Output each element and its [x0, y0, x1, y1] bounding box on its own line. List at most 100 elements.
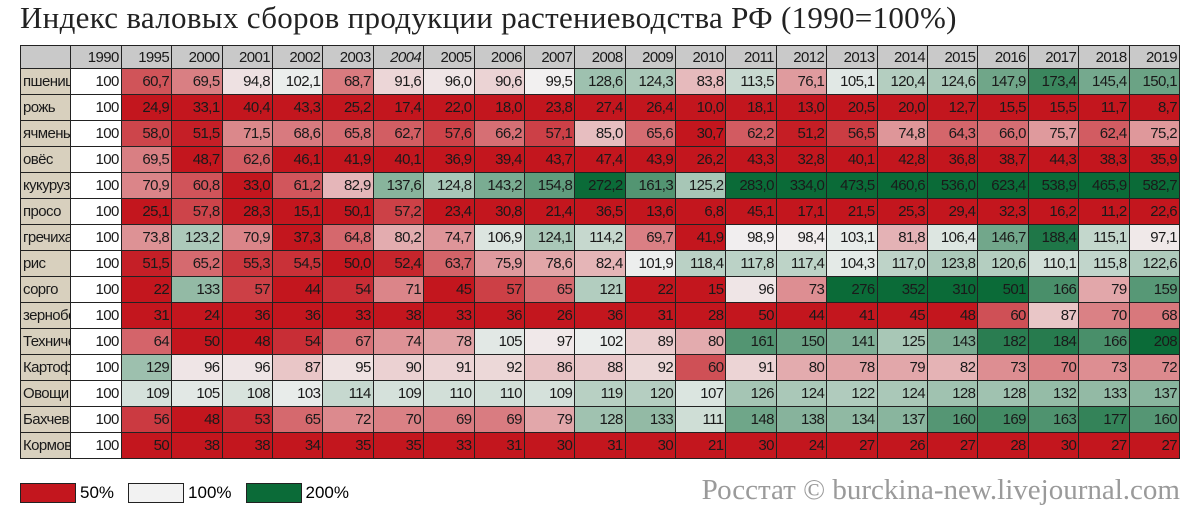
- value-cell: 62,7: [372, 120, 425, 147]
- value-cell: 65,8: [322, 120, 374, 147]
- value-cell: 89: [624, 328, 677, 355]
- value-cell: 105: [171, 380, 223, 407]
- value-cell: 100: [70, 94, 122, 121]
- row-label: просо: [19, 198, 72, 225]
- value-cell: 123,2: [171, 224, 223, 251]
- corner-cell: [19, 45, 72, 69]
- value-cell: 102,1: [271, 68, 324, 95]
- value-cell: 111: [675, 406, 727, 433]
- value-cell: 92: [624, 354, 677, 381]
- legend: 50% 100% 200%: [20, 483, 363, 503]
- value-cell: 100: [70, 172, 122, 199]
- value-cell: 36,9: [423, 146, 475, 173]
- value-cell: 15: [675, 276, 727, 303]
- value-cell: 161,3: [624, 172, 677, 199]
- value-cell: 106,9: [473, 224, 525, 251]
- year-header: 2009: [624, 45, 677, 69]
- year-header: 2005: [423, 45, 475, 69]
- value-cell: 11,7: [1078, 94, 1130, 121]
- value-cell: 30: [725, 432, 777, 459]
- row: рожь 100 24,9 33,1 40,4 43,3 25,2 17,4 22,0 18,0 2…: [19, 94, 1181, 121]
- value-cell: 188,4: [1027, 224, 1080, 251]
- value-cell: 97,1: [1128, 224, 1181, 251]
- row: Технические10064504854677478105971028980…: [19, 328, 1181, 355]
- row: гречиха 100 73,8 123,2 70,9 37,3 64,8 80,2 74,7 1…: [19, 224, 1181, 251]
- year-header: 2011: [725, 45, 777, 69]
- value-cell: 163: [1027, 406, 1080, 433]
- value-cell: 62,2: [725, 120, 777, 147]
- legend-item: 100%: [128, 483, 232, 503]
- value-cell: 102: [574, 328, 626, 355]
- value-cell: 538,9: [1027, 172, 1080, 199]
- value-cell: 57,6: [423, 120, 475, 147]
- value-cell: 78,6: [523, 250, 576, 277]
- value-cell: 74,7: [423, 224, 475, 251]
- value-cell: 94,8: [221, 68, 273, 95]
- value-cell: 120: [624, 380, 677, 407]
- value-cell: 110,1: [1027, 250, 1080, 277]
- year-header: 2004: [372, 45, 425, 69]
- row-label: Картофель: [19, 354, 72, 381]
- value-cell: 65: [271, 406, 324, 433]
- value-cell: 160: [927, 406, 979, 433]
- row: Бахчевые10056485365727069697912813311114…: [19, 406, 1181, 433]
- value-cell: 66,0: [977, 120, 1029, 147]
- value-cell: 132: [1027, 380, 1080, 407]
- value-cell: 124,3: [624, 68, 677, 95]
- value-cell: 26,2: [675, 146, 727, 173]
- legend-label: 100%: [188, 483, 232, 502]
- value-cell: 276: [826, 276, 878, 303]
- value-cell: 147,9: [977, 68, 1029, 95]
- value-cell: 23,8: [523, 94, 576, 121]
- value-cell: 60,8: [171, 172, 223, 199]
- value-cell: 82,9: [322, 172, 374, 199]
- value-cell: 16,2: [1027, 198, 1080, 225]
- value-cell: 64,3: [927, 120, 979, 147]
- value-cell: 72: [322, 406, 374, 433]
- value-cell: 36: [574, 302, 626, 329]
- value-cell: 27: [826, 432, 878, 459]
- value-cell: 184: [1027, 328, 1080, 355]
- value-cell: 169: [977, 406, 1029, 433]
- value-cell: 48: [927, 302, 979, 329]
- value-cell: 70: [372, 406, 425, 433]
- value-cell: 56: [120, 406, 173, 433]
- value-cell: 100: [70, 406, 122, 433]
- value-cell: 81,8: [876, 224, 929, 251]
- value-cell: 166: [1078, 328, 1130, 355]
- legend-item: 50%: [20, 483, 114, 503]
- value-cell: 79: [1078, 276, 1130, 303]
- value-cell: 58,0: [120, 120, 173, 147]
- row: Картофель1001299696879590919286889260918…: [19, 354, 1181, 381]
- value-cell: 70: [1078, 302, 1130, 329]
- value-cell: 121: [574, 276, 626, 303]
- value-cell: 160: [1128, 406, 1181, 433]
- value-cell: 100: [70, 198, 122, 225]
- value-cell: 50: [120, 432, 173, 459]
- value-cell: 68: [1128, 302, 1181, 329]
- value-cell: 75,2: [1128, 120, 1181, 147]
- value-cell: 25,1: [120, 198, 173, 225]
- value-cell: 47,4: [574, 146, 626, 173]
- value-cell: 33,1: [171, 94, 223, 121]
- value-cell: 43,9: [624, 146, 677, 173]
- value-cell: 21,4: [523, 198, 576, 225]
- value-cell: 26,4: [624, 94, 677, 121]
- value-cell: 137: [1128, 380, 1181, 407]
- value-cell: 48: [171, 406, 223, 433]
- row-label: Овощи: [19, 380, 72, 407]
- value-cell: 91: [725, 354, 777, 381]
- value-cell: 44: [775, 302, 828, 329]
- value-cell: 43,3: [725, 146, 777, 173]
- value-cell: 115,8: [1078, 250, 1130, 277]
- value-cell: 25,2: [322, 94, 374, 121]
- value-cell: 28,3: [221, 198, 273, 225]
- value-cell: 124: [775, 380, 828, 407]
- value-cell: 100: [70, 302, 122, 329]
- value-cell: 15,5: [1027, 94, 1080, 121]
- value-cell: 110: [423, 380, 475, 407]
- value-cell: 118,4: [675, 250, 727, 277]
- value-cell: 27: [927, 432, 979, 459]
- value-cell: 63,7: [423, 250, 475, 277]
- value-cell: 20,0: [876, 94, 929, 121]
